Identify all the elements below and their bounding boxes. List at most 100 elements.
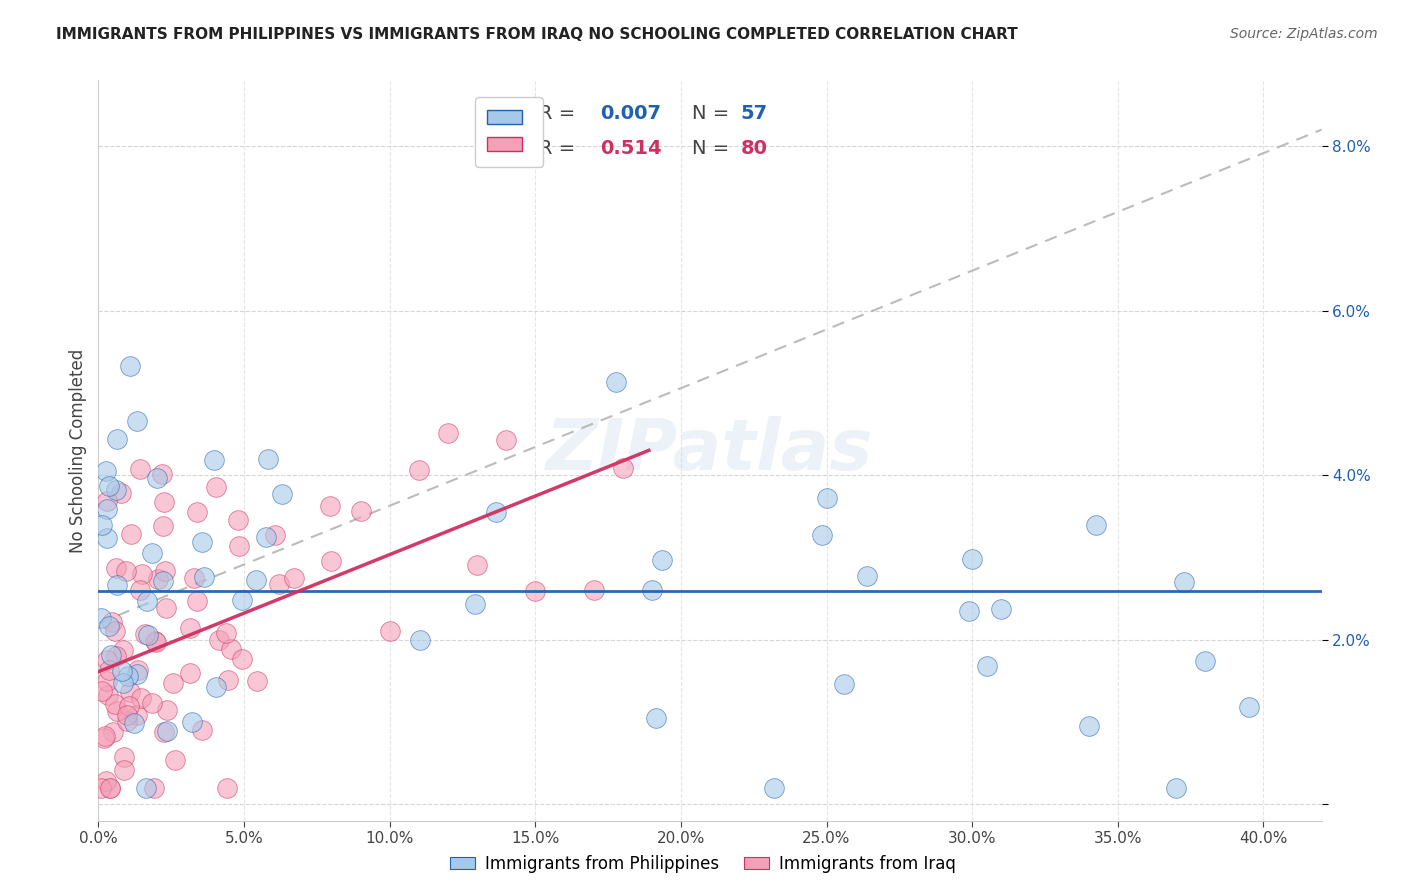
Point [524, 584, 547, 599]
Point [202, 453, 225, 467]
Point [141, 547, 163, 561]
Point [97, 479, 120, 493]
Point [153, 495, 176, 509]
Point [152, 519, 174, 533]
Point [129, 462, 152, 476]
Y-axis label: No Schooling Completed: No Schooling Completed [69, 349, 87, 552]
Point [257, 452, 280, 467]
Point [96, 464, 118, 478]
Point [98, 663, 121, 677]
Point [93, 731, 115, 745]
Point [1085, 517, 1108, 532]
Point [98, 780, 121, 795]
Point [183, 571, 205, 585]
Text: 80: 80 [741, 139, 768, 158]
Point [129, 691, 152, 706]
Point [145, 471, 167, 485]
Point [409, 632, 432, 647]
Point [146, 573, 169, 587]
Point [957, 604, 980, 618]
Point [811, 528, 834, 542]
Point [112, 643, 135, 657]
Point [141, 696, 163, 710]
Legend: , : , [475, 97, 543, 167]
Point [976, 659, 998, 673]
Point [98, 780, 121, 795]
Point [98, 618, 121, 632]
Point [96, 501, 118, 516]
Point [156, 703, 179, 717]
Point [641, 583, 664, 598]
Point [378, 624, 401, 639]
Point [163, 753, 186, 767]
Point [120, 359, 142, 373]
Text: Source: ZipAtlas.com: Source: ZipAtlas.com [1230, 27, 1378, 41]
Point [582, 582, 605, 597]
Point [118, 698, 141, 713]
Point [181, 714, 204, 729]
Point [152, 574, 174, 588]
Point [143, 634, 166, 648]
Point [1194, 654, 1216, 668]
Point [408, 462, 430, 476]
Point [437, 425, 460, 440]
Text: N =: N = [692, 139, 735, 158]
Point [94, 773, 117, 788]
Point [135, 594, 157, 608]
Point [319, 500, 342, 514]
Text: ZIPatlas: ZIPatlas [547, 416, 873, 485]
Point [145, 635, 167, 649]
Text: 0.514: 0.514 [600, 139, 662, 158]
Point [179, 621, 201, 635]
Point [155, 601, 177, 615]
Point [464, 597, 486, 611]
Point [269, 576, 291, 591]
Point [96, 674, 118, 689]
Legend: Immigrants from Philippines, Immigrants from Iraq: Immigrants from Philippines, Immigrants … [443, 848, 963, 880]
Point [111, 676, 134, 690]
Point [217, 673, 239, 687]
Point [90, 517, 112, 532]
Point [226, 513, 249, 527]
Point [105, 432, 128, 446]
Point [179, 665, 201, 680]
Point [193, 570, 215, 584]
Point [228, 539, 250, 553]
Text: R =: R = [538, 104, 581, 123]
Point [120, 526, 142, 541]
Point [125, 666, 148, 681]
Point [135, 780, 157, 795]
Point [103, 725, 125, 739]
Point [191, 723, 214, 737]
Point [153, 724, 176, 739]
Point [254, 530, 277, 544]
Point [115, 707, 138, 722]
Text: N =: N = [692, 104, 735, 123]
Point [485, 505, 508, 519]
Point [465, 558, 488, 572]
Point [94, 729, 117, 743]
Point [111, 664, 134, 678]
Point [763, 780, 786, 795]
Point [105, 705, 128, 719]
Point [990, 602, 1012, 616]
Point [263, 528, 285, 542]
Point [245, 574, 267, 588]
Point [283, 571, 305, 585]
Point [1237, 700, 1260, 714]
Point [91, 684, 114, 698]
Point [644, 711, 666, 725]
Point [105, 483, 128, 497]
Point [118, 685, 141, 699]
Point [105, 560, 128, 574]
Point [131, 566, 153, 581]
Point [125, 707, 148, 722]
Point [214, 626, 236, 640]
Point [1164, 780, 1187, 795]
Text: 57: 57 [741, 104, 768, 123]
Point [97, 689, 120, 703]
Point [191, 535, 214, 549]
Point [127, 663, 149, 677]
Point [1173, 575, 1195, 590]
Text: IMMIGRANTS FROM PHILIPPINES VS IMMIGRANTS FROM IRAQ NO SCHOOLING COMPLETED CORRE: IMMIGRANTS FROM PHILIPPINES VS IMMIGRANT… [56, 27, 1018, 42]
